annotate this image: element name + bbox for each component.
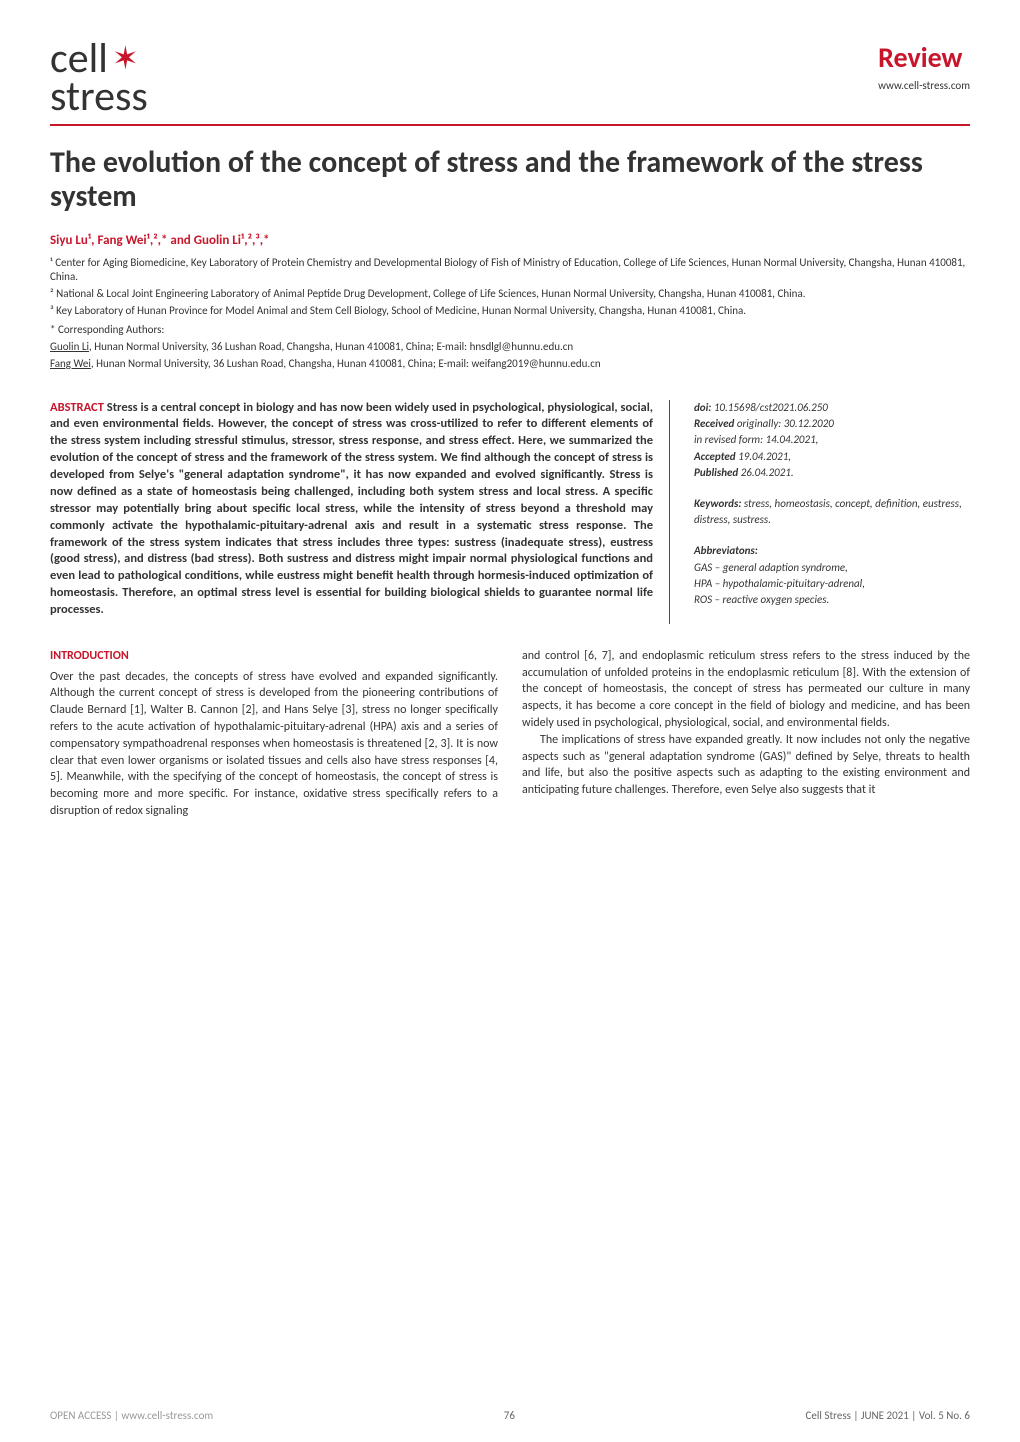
doi-label: doi: xyxy=(694,401,711,414)
abbreviation-2: HPA – hypothalamic-pituitary-adrenal, xyxy=(694,576,970,591)
introduction-heading: INTRODUCTION xyxy=(50,648,498,665)
received-value: originally: 30.12.2020 xyxy=(737,417,834,430)
revised-line: in revised form: 14.04.2021, xyxy=(694,432,970,447)
received-line: Received originally: 30.12.2020 xyxy=(694,416,970,431)
abstract-label: ABSTRACT xyxy=(50,400,104,415)
article-title: The evolution of the concept of stress a… xyxy=(50,146,970,215)
abstract-body: Stress is a central concept in biology a… xyxy=(50,400,653,618)
affiliation-2: ² National & Local Joint Engineering Lab… xyxy=(50,287,970,302)
logo-stress-text: stress xyxy=(50,78,148,116)
abbreviations-label: Abbreviatons: xyxy=(694,543,970,558)
footer-right: Cell Stress | JUNE 2021 | Vol. 5 No. 6 xyxy=(806,1409,970,1422)
abstract-meta-section: ABSTRACT Stress is a central concept in … xyxy=(50,400,970,624)
received-label: Received xyxy=(694,417,734,430)
publication-info-block: doi: 10.15698/cst2021.06.250 Received or… xyxy=(694,400,970,481)
journal-logo: cell ✶ stress xyxy=(50,40,148,116)
published-line: Published 26.04.2021. xyxy=(694,465,970,480)
footer-page-number: 76 xyxy=(504,1409,515,1422)
accepted-value: 19.04.2021, xyxy=(738,450,791,463)
header-right: Review www.cell-stress.com xyxy=(878,40,970,92)
corresponding-authors-block: * Corresponding Authors: Guolin Li, Huna… xyxy=(50,323,970,372)
corresponding-name-2: Fang Wei xyxy=(50,357,91,370)
right-column-paragraph-1: and control [6, 7], and endoplasmic reti… xyxy=(522,648,970,732)
corresponding-author-1: Guolin Li, Hunan Normal University, 36 L… xyxy=(50,340,970,355)
article-type-label: Review xyxy=(878,40,970,75)
corresponding-text-1: , Hunan Normal University, 36 Lushan Roa… xyxy=(89,340,573,353)
page-footer: OPEN ACCESS | www.cell-stress.com 76 Cel… xyxy=(50,1409,970,1422)
corresponding-text-2: , Hunan Normal University, 36 Lushan Roa… xyxy=(91,357,601,370)
right-column: and control [6, 7], and endoplasmic reti… xyxy=(522,648,970,820)
left-column-paragraph: Over the past decades, the concepts of s… xyxy=(50,669,498,820)
keywords-block: Keywords: stress, homeostasis, concept, … xyxy=(694,496,970,527)
keywords-label: Keywords: xyxy=(694,497,741,510)
left-column: INTRODUCTION Over the past decades, the … xyxy=(50,648,498,820)
metadata-column: doi: 10.15698/cst2021.06.250 Received or… xyxy=(694,400,970,624)
right-column-paragraph-2: The implications of stress have expanded… xyxy=(522,732,970,799)
abbreviations-block: Abbreviatons: GAS – general adaption syn… xyxy=(694,543,970,608)
author-list: Siyu Lu¹, Fang Wei¹,²,* and Guolin Li¹,²… xyxy=(50,233,970,248)
abstract-column: ABSTRACT Stress is a central concept in … xyxy=(50,400,670,624)
keywords-line: Keywords: stress, homeostasis, concept, … xyxy=(694,496,970,527)
abstract-paragraph: ABSTRACT Stress is a central concept in … xyxy=(50,400,653,619)
published-label: Published xyxy=(694,466,738,479)
abbreviation-1: GAS – general adaption syndrome, xyxy=(694,560,970,575)
published-value: 26.04.2021. xyxy=(741,466,794,479)
accepted-label: Accepted xyxy=(694,450,736,463)
corresponding-label: * Corresponding Authors: xyxy=(50,323,970,338)
journal-url: www.cell-stress.com xyxy=(878,79,970,92)
affiliation-3: ³ Key Laboratory of Hunan Province for M… xyxy=(50,304,970,319)
corresponding-author-2: Fang Wei, Hunan Normal University, 36 Lu… xyxy=(50,357,970,372)
affiliation-1: ¹ Center for Aging Biomedicine, Key Labo… xyxy=(50,256,970,286)
abbreviation-3: ROS – reactive oxygen species. xyxy=(694,592,970,607)
accepted-line: Accepted 19.04.2021, xyxy=(694,449,970,464)
affiliations-block: ¹ Center for Aging Biomedicine, Key Labo… xyxy=(50,256,970,319)
header: cell ✶ stress Review www.cell-stress.com xyxy=(50,40,970,116)
logo-star-icon: ✶ xyxy=(112,45,139,74)
header-divider xyxy=(50,124,970,126)
footer-left: OPEN ACCESS | www.cell-stress.com xyxy=(50,1409,213,1422)
doi-line: doi: 10.15698/cst2021.06.250 xyxy=(694,400,970,415)
doi-value: 10.15698/cst2021.06.250 xyxy=(714,401,828,414)
body-columns: INTRODUCTION Over the past decades, the … xyxy=(50,648,970,820)
corresponding-name-1: Guolin Li xyxy=(50,340,89,353)
